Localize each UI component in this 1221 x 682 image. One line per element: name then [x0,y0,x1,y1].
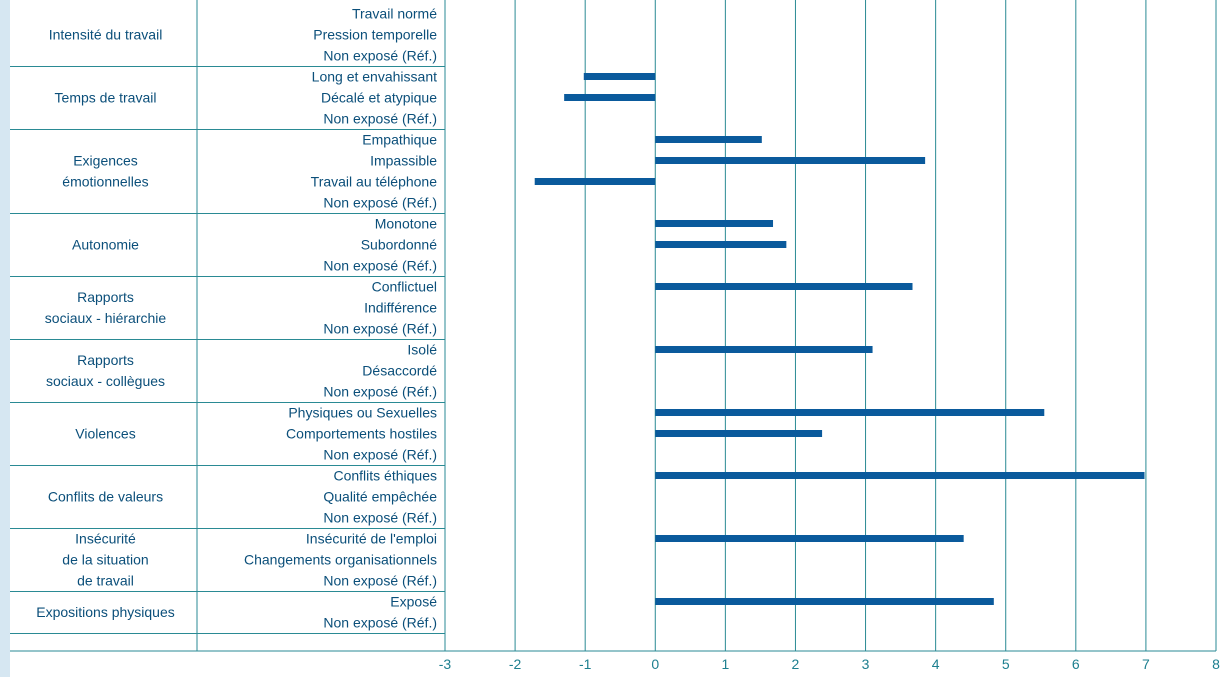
bar-long-et-envahissant [583,73,656,80]
category-label: Physiques ou Sexuelles [288,405,437,421]
bar-conflictuel [655,283,913,290]
group-label: Intensité du travail [49,27,163,43]
group-label: sociaux - hiérarchie [45,310,167,326]
category-label: Insécurité de l'emploi [306,531,437,547]
bar-isol- [655,346,873,353]
group-label: Violences [75,426,135,442]
category-label: Isolé [407,342,437,358]
category-label: Non exposé (Réf.) [323,384,437,400]
category-label: Qualité empêchée [323,489,437,505]
left-strip [0,0,10,677]
category-label: Non exposé (Réf.) [323,573,437,589]
category-label: Impassible [370,153,437,169]
bar-physiques-ou-sexuelles [655,409,1045,416]
x-tick-label: 1 [721,656,729,672]
category-label: Long et envahissant [312,69,437,85]
bar-subordonn- [655,241,787,248]
category-label: Monotone [375,216,437,232]
bar-travail-au-t-l-phone [534,178,656,185]
category-label: Comportements hostiles [286,426,437,442]
category-label: Travail au téléphone [311,174,438,190]
category-label: Non exposé (Réf.) [323,510,437,526]
category-label: Exposé [390,594,437,610]
category-label: Non exposé (Réf.) [323,615,437,631]
bar-expos- [655,598,994,605]
bar-impassible [655,157,926,164]
group-label: Exigences [73,153,138,169]
group-label: Rapports [77,289,134,305]
bar-ins-curit-de-l-emploi [655,535,964,542]
x-tick-label: -2 [509,656,522,672]
x-tick-label: -3 [439,656,452,672]
x-tick-label: 7 [1142,656,1150,672]
x-tick-label: 3 [862,656,870,672]
category-label: Non exposé (Réf.) [323,321,437,337]
category-label: Désaccordé [362,363,437,379]
bar-empathique [655,136,762,143]
bar-conflits-thiques [655,472,1145,479]
x-tick-label: 5 [1002,656,1010,672]
group-label: Insécurité [75,531,136,547]
category-label: Changements organisationnels [244,552,437,568]
category-label: Conflictuel [372,279,437,295]
category-label: Pression temporelle [313,27,437,43]
x-tick-label: 6 [1072,656,1080,672]
x-tick-label: 8 [1212,656,1220,672]
x-tick-label: 0 [651,656,659,672]
group-label: Rapports [77,352,134,368]
bar-d-cal-et-atypique [564,94,656,101]
category-label: Décalé et atypique [321,90,437,106]
category-label: Empathique [362,132,437,148]
category-label: Conflits éthiques [333,468,437,484]
category-label: Non exposé (Réf.) [323,111,437,127]
bar-monotone [655,220,774,227]
category-label: Travail normé [352,6,437,22]
x-tick-label: 2 [792,656,800,672]
bar-comportements-hostiles [655,430,823,437]
category-label: Non exposé (Réf.) [323,447,437,463]
group-label: de travail [77,573,134,589]
x-tick-label: -1 [579,656,592,672]
group-label: Autonomie [72,237,139,253]
group-label: Expositions physiques [36,604,175,620]
group-label: émotionnelles [62,174,148,190]
x-tick-label: 4 [932,656,940,672]
category-label: Indifférence [364,300,437,316]
category-label: Subordonné [361,237,438,253]
group-label: sociaux - collègues [46,373,165,389]
group-label: de la situation [62,552,148,568]
group-label: Temps de travail [55,90,157,106]
category-label: Non exposé (Réf.) [323,258,437,274]
group-label: Conflits de valeurs [48,489,163,505]
category-label: Non exposé (Réf.) [323,48,437,64]
category-label: Non exposé (Réf.) [323,195,437,211]
